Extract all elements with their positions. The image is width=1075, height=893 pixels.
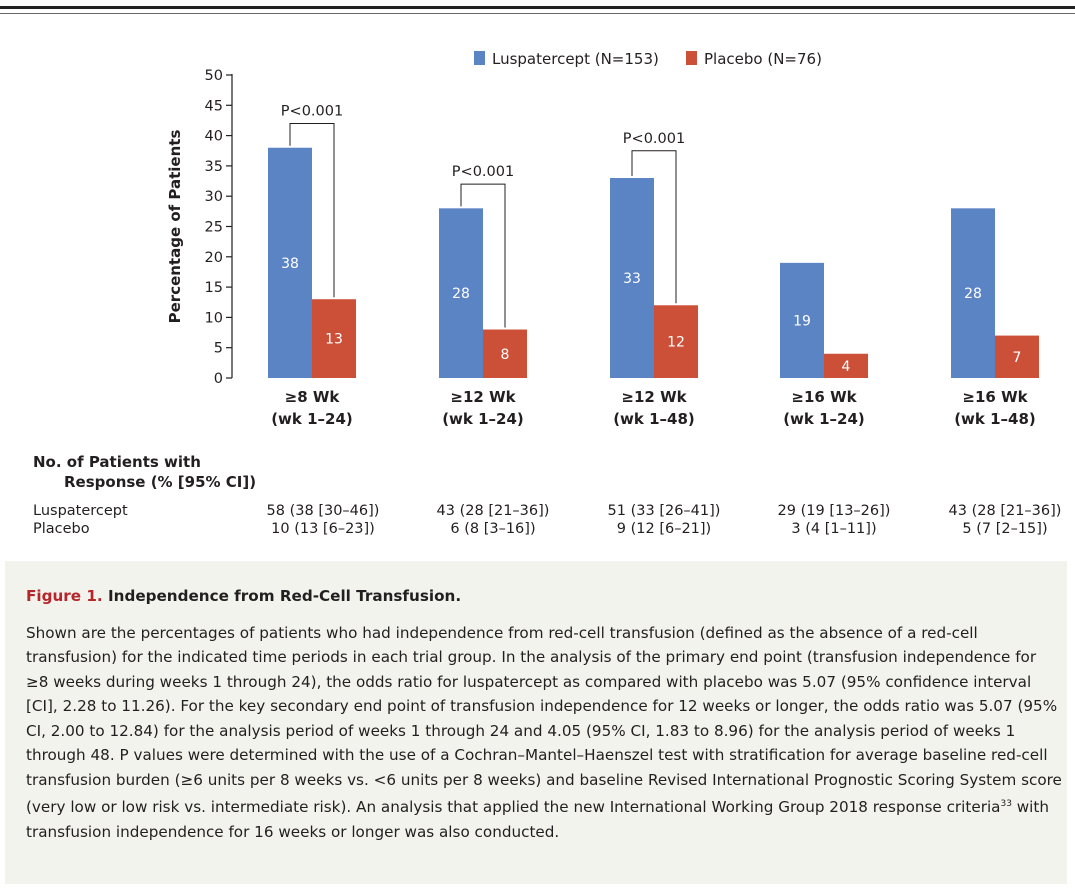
bar-value-label: 4: [842, 359, 851, 375]
x-tick-label: ≥12 Wk: [450, 388, 516, 406]
legend-swatch: [474, 51, 485, 65]
response-row-placebo: Placebo 10 (13 [6–23]) 6 (8 [3–16]) 9 (1…: [33, 521, 1053, 539]
bar-value-label: 28: [452, 286, 470, 302]
x-axis-labels: ≥8 Wk (wk 1–24) ≥12 Wk (wk 1–24) ≥12 Wk (wk 1…: [271, 388, 1036, 428]
bar-placebo: [312, 299, 356, 378]
y-tick-label: 20: [205, 250, 223, 266]
bar-placebo: [824, 353, 868, 378]
x-tick-label: (wk 1–24): [442, 410, 524, 428]
y-tick-label: 40: [205, 129, 223, 145]
bar-luspatercept: [951, 208, 995, 378]
p-value-label: P<0.001: [281, 103, 343, 119]
bar-value-label: 13: [325, 332, 343, 348]
legend-label: Placebo (N=76): [704, 50, 822, 68]
x-tick-label: (wk 1–24): [271, 410, 353, 428]
plot-area: [5, 18, 1067, 561]
bar-chart: Luspatercept (N=153) Placebo (N=76) 0 5 10 1…: [166, 50, 1039, 428]
y-tick-label: 15: [205, 280, 223, 296]
caption-title-line: Figure 1. Independence from Red-Cell Tra…: [26, 584, 1062, 609]
response-table-heading: No. of Patients with Response (% [95% CI…: [33, 452, 256, 492]
response-cell: 6 (8 [3–16]): [450, 521, 536, 537]
bar-group: 38 13 28 8 33 12 19 4 28 7: [268, 147, 1039, 378]
bar-value-label: 28: [964, 286, 982, 302]
y-tick-label: 0: [214, 371, 223, 387]
top-rule: [0, 6, 1075, 9]
caption-body: Shown are the percentages of patients wh…: [26, 621, 1062, 845]
response-cell: 43 (28 [21–36]): [436, 503, 550, 519]
response-cell: 43 (28 [21–36]): [948, 503, 1062, 519]
bar-value-label: 19: [793, 313, 811, 329]
response-row-label: Luspatercept: [33, 503, 128, 519]
significance-bracket: [460, 183, 506, 328]
chart-legend: Luspatercept (N=153) Placebo (N=76): [474, 50, 822, 68]
response-cell: 9 (12 [6–21]): [616, 521, 712, 537]
y-tick-label: 25: [205, 220, 223, 236]
y-axis: 0 5 10 15 20 25 30 35 40 45 50 Percentage of Patien…: [166, 68, 233, 387]
bar-luspatercept: [780, 262, 824, 378]
y-tick-label: 50: [205, 68, 223, 84]
x-tick-label: (wk 1–48): [954, 410, 1036, 428]
bar-placebo: [654, 305, 698, 378]
response-cell: 29 (19 [13–26]): [777, 503, 891, 519]
x-tick-label: ≥12 Wk: [621, 388, 687, 406]
p-value-label: P<0.001: [452, 164, 514, 180]
x-tick-label: (wk 1–48): [613, 410, 695, 428]
bar-placebo: [483, 329, 527, 378]
x-tick-label: (wk 1–24): [783, 410, 865, 428]
bar-luspatercept: [439, 208, 483, 378]
x-tick-label: ≥16 Wk: [962, 388, 1028, 406]
x-tick-label: ≥16 Wk: [791, 388, 857, 406]
bar-value-label: 8: [501, 347, 510, 363]
bar-luspatercept: [610, 178, 654, 378]
figure-caption: Figure 1. Independence from Red-Cell Tra…: [26, 584, 1062, 844]
y-tick-label: 30: [205, 189, 223, 205]
significance-bracket: [631, 150, 677, 304]
bar-value-label: 7: [1013, 350, 1022, 366]
caption-reference: 33: [1000, 799, 1012, 809]
response-cell: 5 (7 [2–15]): [962, 521, 1048, 537]
legend-label: Luspatercept (N=153): [492, 50, 659, 68]
significance-bracket: [289, 122, 335, 298]
caption-text: Shown are the percentages of patients wh…: [26, 623, 1062, 817]
response-heading-line1: No. of Patients with: [33, 453, 201, 471]
y-tick-label: 5: [214, 341, 223, 357]
bar-value-label: 12: [667, 335, 685, 351]
y-tick-label: 35: [205, 159, 223, 175]
y-axis-title: Percentage of Patients: [166, 130, 184, 324]
figure-title: Independence from Red-Cell Transfusion.: [107, 587, 462, 605]
y-tick-label: 10: [205, 310, 223, 326]
response-heading-line2: Response (% [95% CI]): [64, 473, 257, 491]
bar-value-label: 38: [281, 256, 299, 272]
response-cell: 3 (4 [1–11]): [791, 521, 877, 537]
p-value-label: P<0.001: [623, 131, 685, 147]
significance-brackets: P<0.001 P<0.001 P<0.001: [281, 103, 685, 328]
bar-luspatercept: [268, 147, 312, 378]
bar-placebo: [995, 335, 1039, 378]
top-rule-thin: [0, 13, 1075, 14]
response-cell: 10 (13 [6–23]): [271, 521, 375, 537]
legend-swatch: [686, 51, 697, 65]
response-row-luspatercept: Luspatercept 58 (38 [30–46]) 43 (28 [21–…: [33, 503, 1061, 521]
response-row-label: Placebo: [33, 521, 90, 537]
response-cell: 58 (38 [30–46]): [266, 503, 380, 519]
x-tick-label: ≥8 Wk: [285, 388, 341, 406]
response-cell: 51 (33 [26–41]): [607, 503, 721, 519]
caption-text-end: with transfusion independence for 16 wee…: [26, 798, 1049, 841]
y-tick-label: 45: [205, 98, 223, 114]
figure-label: Figure 1.: [26, 587, 103, 605]
bar-value-label: 33: [623, 271, 641, 287]
